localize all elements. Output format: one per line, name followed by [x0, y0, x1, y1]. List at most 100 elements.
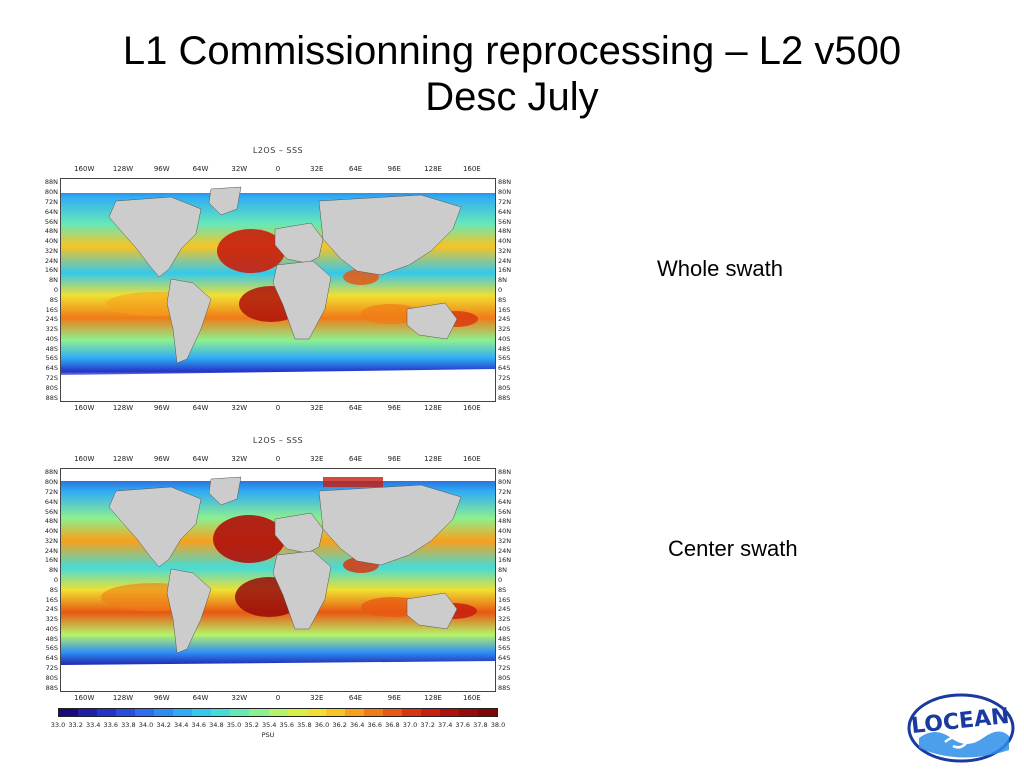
longitude-axis-top: 160W 128W 96W 64W 32W 0 32E 64E 96E 128E 160E: [60, 455, 496, 467]
longitude-axis-bottom: 160W 128W 96W 64W 32W 0 32E 64E 96E 128E 160E: [60, 694, 496, 706]
latitude-label: 32S: [45, 325, 58, 334]
salinity-colorbar: [58, 708, 498, 717]
colorbar-tick-label: 35.6: [279, 721, 295, 729]
colorbar-tick-label: 36.6: [367, 721, 383, 729]
longitude-label: 64W: [192, 404, 209, 412]
latitude-label: 40S: [498, 624, 511, 633]
map-panel-whole-swath: L2OS – SSS 160W 128W 96W 64W 32W 0 32E 64E 96E 12…: [36, 146, 520, 418]
colorbar-tick-label: 37.2: [420, 721, 435, 729]
longitude-label: 0: [275, 404, 281, 412]
colorbar-swatch: [344, 709, 364, 716]
colorbar-tick-label: 37.0: [402, 721, 418, 729]
latitude-label: 40N: [44, 527, 58, 536]
latitude-label: 64S: [498, 364, 511, 373]
north-atlantic-high-sss: [217, 229, 285, 273]
longitude-label: 0: [275, 455, 281, 463]
colorbar-tick-label: 37.8: [473, 721, 488, 729]
latitude-label: 24N: [498, 256, 512, 265]
latitude-label: 56N: [498, 217, 512, 226]
colorbar-tick-label: 34.2: [156, 721, 171, 729]
latitude-label: 56S: [45, 644, 58, 653]
longitude-label: 96E: [387, 165, 401, 173]
latitude-label: 88S: [498, 683, 511, 692]
colorbar-tick-label: 37.4: [437, 721, 453, 729]
colorbar-swatch: [135, 709, 155, 716]
colorbar-tick-label: 33.2: [68, 721, 83, 729]
latitude-label: 48S: [498, 634, 511, 643]
colorbar-unit: PSU: [261, 731, 275, 739]
colorbar-tick-label: 38.0: [490, 721, 506, 729]
longitude-label: 32W: [231, 404, 248, 412]
south-america: [166, 278, 212, 364]
latitude-label: 64S: [45, 654, 58, 663]
longitude-axis-top: 160W 128W 96W 64W 32W 0 32E 64E 96E 128E 160E: [60, 165, 496, 177]
longitude-label: 64E: [348, 694, 363, 702]
longitude-label: 96W: [153, 165, 170, 173]
longitude-label: 128W: [112, 455, 134, 463]
latitude-label: 80S: [45, 673, 58, 682]
longitude-label: 160W: [74, 694, 95, 702]
colorbar-swatch: [116, 709, 136, 716]
colorbar-swatch: [363, 709, 383, 716]
latitude-label: 32S: [45, 615, 58, 624]
colorbar-swatch: [306, 709, 326, 716]
arctic-no-data: [61, 469, 495, 481]
longitude-label: 64E: [348, 455, 363, 463]
longitude-label: 32W: [231, 165, 248, 173]
greenland: [208, 476, 242, 506]
latitude-axis-left: 88N 80N 72N 64N 56N 48N 40N 32N 24N 16N 8N 0 8S 16S 24…: [36, 468, 58, 692]
longitude-label: 160W: [74, 404, 95, 412]
latitude-label: 32N: [44, 246, 58, 255]
longitude-label: 128W: [112, 404, 134, 412]
map-title: L2OS – SSS: [252, 436, 304, 445]
latitude-label: 0: [53, 286, 58, 294]
africa: [272, 550, 332, 630]
colorbar-tick-label: 34.0: [138, 721, 154, 729]
colorbar-tick-label: 35.8: [297, 721, 312, 729]
arctic-high-sss-patch: [323, 477, 383, 487]
latitude-label: 72S: [45, 373, 58, 382]
latitude-label: 32N: [498, 536, 512, 545]
colorbar-swatch: [59, 709, 79, 716]
australia: [406, 302, 458, 340]
colorbar-swatch: [154, 709, 174, 716]
latitude-label: 88N: [498, 178, 512, 187]
latitude-label: 88N: [44, 178, 58, 187]
colorbar-tick-label: 36.4: [349, 721, 365, 729]
longitude-label: 64W: [192, 455, 209, 463]
latitude-label: 56N: [44, 217, 58, 226]
latitude-label: 56N: [498, 507, 512, 516]
longitude-label: 96W: [153, 455, 170, 463]
longitude-label: 32E: [310, 404, 324, 412]
longitude-label: 64E: [348, 165, 363, 173]
africa: [272, 260, 332, 340]
longitude-label: 96E: [387, 455, 401, 463]
colorbar-tick-label: 34.8: [209, 721, 224, 729]
latitude-label: 64N: [498, 497, 512, 506]
map-title: L2OS – SSS: [252, 146, 304, 155]
latitude-label: 8S: [498, 585, 507, 594]
colorbar-swatch: [325, 709, 345, 716]
latitude-label: 80S: [45, 383, 58, 392]
latitude-label: 48S: [45, 344, 58, 353]
asia: [318, 194, 462, 276]
antarctica-mask: [61, 369, 495, 393]
colorbar-tick-label: 35.0: [226, 721, 242, 729]
colorbar-swatch: [192, 709, 212, 716]
longitude-label: 128W: [112, 694, 134, 702]
latitude-label: 48N: [44, 227, 58, 236]
latitude-label: 80N: [498, 478, 512, 487]
latitude-label: 8S: [49, 295, 58, 304]
longitude-label: 32W: [231, 455, 248, 463]
land-masses: [61, 186, 495, 393]
australia: [406, 592, 458, 630]
latitude-label: 16N: [498, 266, 512, 275]
latitude-label: 88N: [498, 468, 512, 477]
latitude-label: 40N: [498, 527, 512, 536]
latitude-label: 32S: [498, 615, 511, 624]
colorbar-swatch: [401, 709, 421, 716]
latitude-label: 56S: [498, 644, 511, 653]
colorbar-tick-label: 33.0: [50, 721, 66, 729]
latitude-label: 8N: [498, 566, 507, 575]
colorbar-swatch: [458, 709, 479, 716]
